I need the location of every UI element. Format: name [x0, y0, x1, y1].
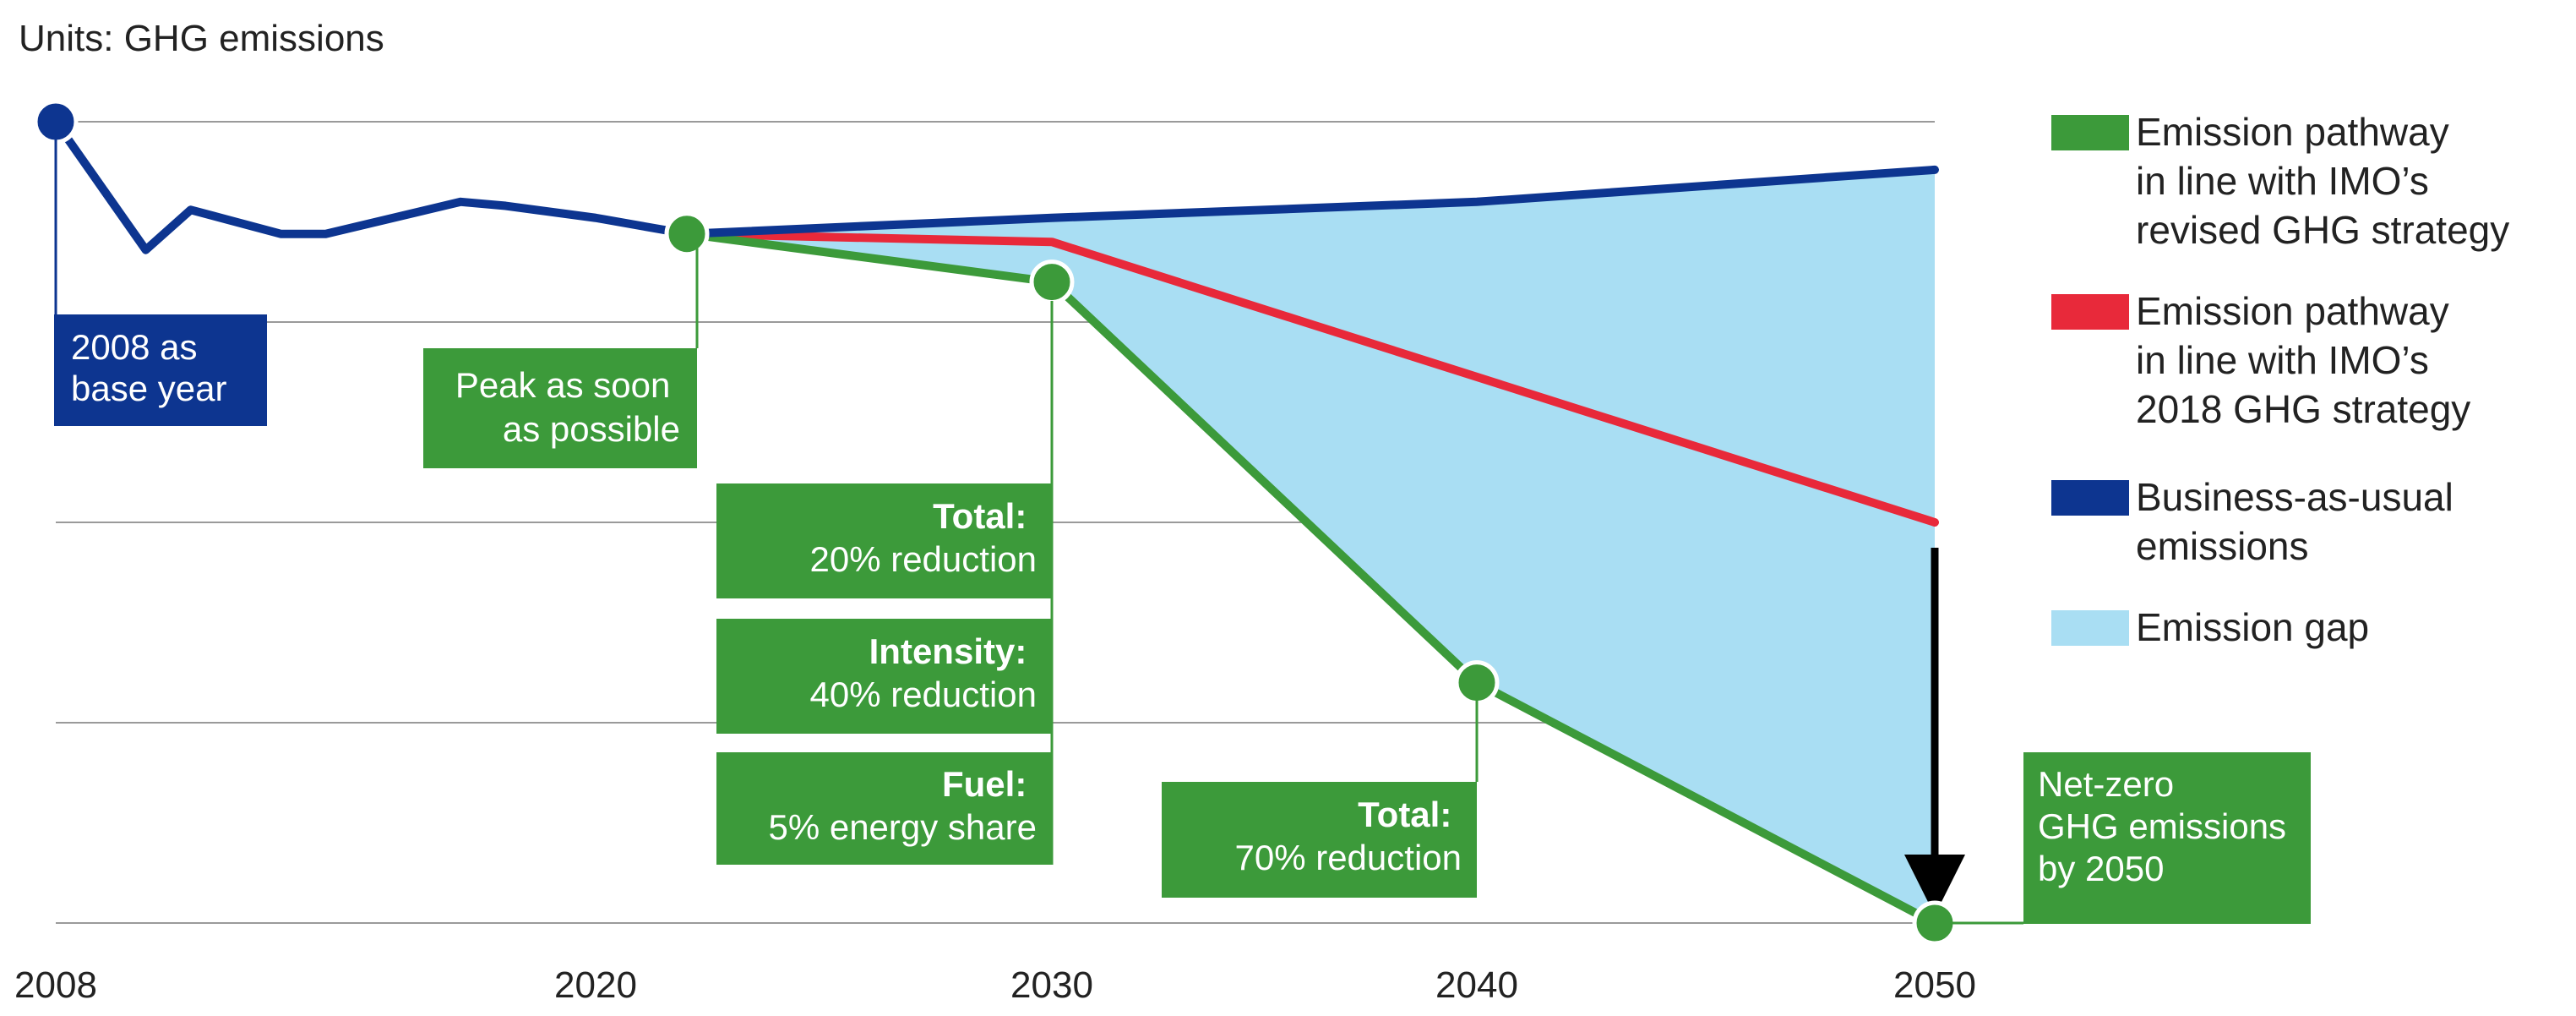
data-marker: [664, 211, 710, 257]
legend-swatch: [2051, 480, 2129, 516]
legend-item-revised-strategy: Emission pathway in line with IMO’s revi…: [2051, 110, 2509, 252]
annotation-box: [1162, 782, 1477, 898]
annotation-line: base year: [71, 369, 226, 408]
annotation-box: [716, 483, 1052, 598]
svg-text:Net-zero GHG emissions: Net-zero GHG emissions by 2050: [2038, 764, 2296, 888]
data-marker: [1029, 259, 1075, 305]
annotation-line: Net-zero: [2038, 764, 2174, 804]
annotation-2030-fuel: Fuel: 5% energy share: [716, 752, 1052, 865]
annotation-head: Total:: [1358, 795, 1451, 834]
x-tick-label: 2050: [1893, 964, 1976, 1006]
legend-label: Emission gap: [2136, 605, 2369, 649]
annotation-2030-total: Total: 20% reduction: [716, 483, 1052, 598]
annotation-net-zero: Net-zero GHG emissions by 2050: [2023, 752, 2311, 924]
series-line-bau: [52, 117, 1939, 254]
annotation-head: Intensity:: [869, 631, 1027, 671]
x-tick-label: 2040: [1435, 964, 1518, 1006]
emission-gap-area: [687, 169, 1935, 923]
annotation-line: GHG emissions: [2038, 806, 2286, 846]
svg-text:Fuel: 5% energy share: Fuel: 5% energy share: [768, 764, 1037, 847]
legend-item-emission-gap: Emission gap: [2051, 605, 2369, 649]
legend-label: revised GHG strategy: [2136, 208, 2509, 252]
annotation-body: 20% reduction: [809, 539, 1037, 579]
annotation-body: 40% reduction: [809, 675, 1037, 714]
svg-text:Total: 20% reduction: Total: 20% reduction: [809, 496, 1037, 579]
annotation-box: [716, 752, 1052, 865]
legend-label: in line with IMO’s: [2136, 159, 2429, 203]
annotation-box: [716, 619, 1052, 734]
svg-text:Total: 70% reduction: Total: 70% reduction: [1234, 795, 1462, 877]
annotation-box: [2023, 752, 2311, 924]
legend-label: Emission pathway: [2136, 110, 2449, 154]
legend-swatch: [2051, 115, 2129, 150]
svg-text:Intensity: 40% reduction: Intensity: 40% reduction: [809, 631, 1037, 714]
annotation-head: Fuel:: [942, 764, 1027, 804]
svg-text:Peak as soon as possible: Peak as soon as possible: [455, 365, 680, 449]
svg-text:Emission gap: Emission gap: [2136, 605, 2369, 649]
legend-label: in line with IMO’s: [2136, 338, 2429, 382]
legend-label: 2018 GHG strategy: [2136, 387, 2470, 431]
annotation-2030-intensity: Intensity: 40% reduction: [716, 619, 1052, 734]
series-line-2018-strategy: [683, 229, 1939, 527]
annotation-box: [54, 314, 267, 426]
annotation-2040-total: Total: 70% reduction: [1162, 782, 1477, 898]
annotation-body: 70% reduction: [1234, 838, 1462, 877]
annotation-line: by 2050: [2038, 849, 2164, 888]
legend-swatch: [2051, 610, 2129, 646]
svg-text:Emission pathway in li: Emission pathway in line with IMO’s 2018…: [2136, 289, 2470, 431]
emission-gap-area-layer: [687, 169, 1935, 923]
svg-text:Business-as-usual emis: Business-as-usual emissions: [2136, 475, 2464, 568]
legend-label: Business-as-usual: [2136, 475, 2453, 519]
series-line-revised-strategy: [683, 229, 1939, 927]
legend-item-2018-strategy: Emission pathway in line with IMO’s 2018…: [2051, 289, 2470, 431]
annotation-head: Total:: [933, 496, 1027, 536]
annotation-box: [423, 348, 697, 468]
annotation-line: 2008 as: [71, 327, 197, 367]
annotation-body: 5% energy share: [768, 807, 1037, 847]
legend-label: Emission pathway: [2136, 289, 2449, 333]
annotation-peak: Peak as soon as possible: [423, 348, 697, 468]
svg-text:Emission pathway in li: Emission pathway in line with IMO’s revi…: [2136, 110, 2509, 252]
legend-swatch: [2051, 294, 2129, 330]
x-axis: 2008 2020 2030 2040 2050: [14, 964, 1976, 1006]
annotation-base-year: 2008 as base year: [54, 314, 267, 426]
x-tick-label: 2020: [554, 964, 637, 1006]
legend: Emission pathway in line with IMO’s revi…: [2051, 110, 2509, 649]
x-tick-label: 2008: [14, 964, 97, 1006]
legend-item-bau: Business-as-usual emissions: [2051, 475, 2464, 568]
annotation-line: as possible: [503, 409, 680, 449]
annotation-line: Peak as soon: [455, 365, 671, 405]
x-tick-label: 2030: [1010, 964, 1093, 1006]
series-lines: [52, 117, 1939, 927]
chart-title: Units: GHG emissions: [19, 18, 384, 59]
legend-label: emissions: [2136, 524, 2309, 568]
svg-text:2008 as base year: 2008 as base year: [71, 327, 226, 408]
